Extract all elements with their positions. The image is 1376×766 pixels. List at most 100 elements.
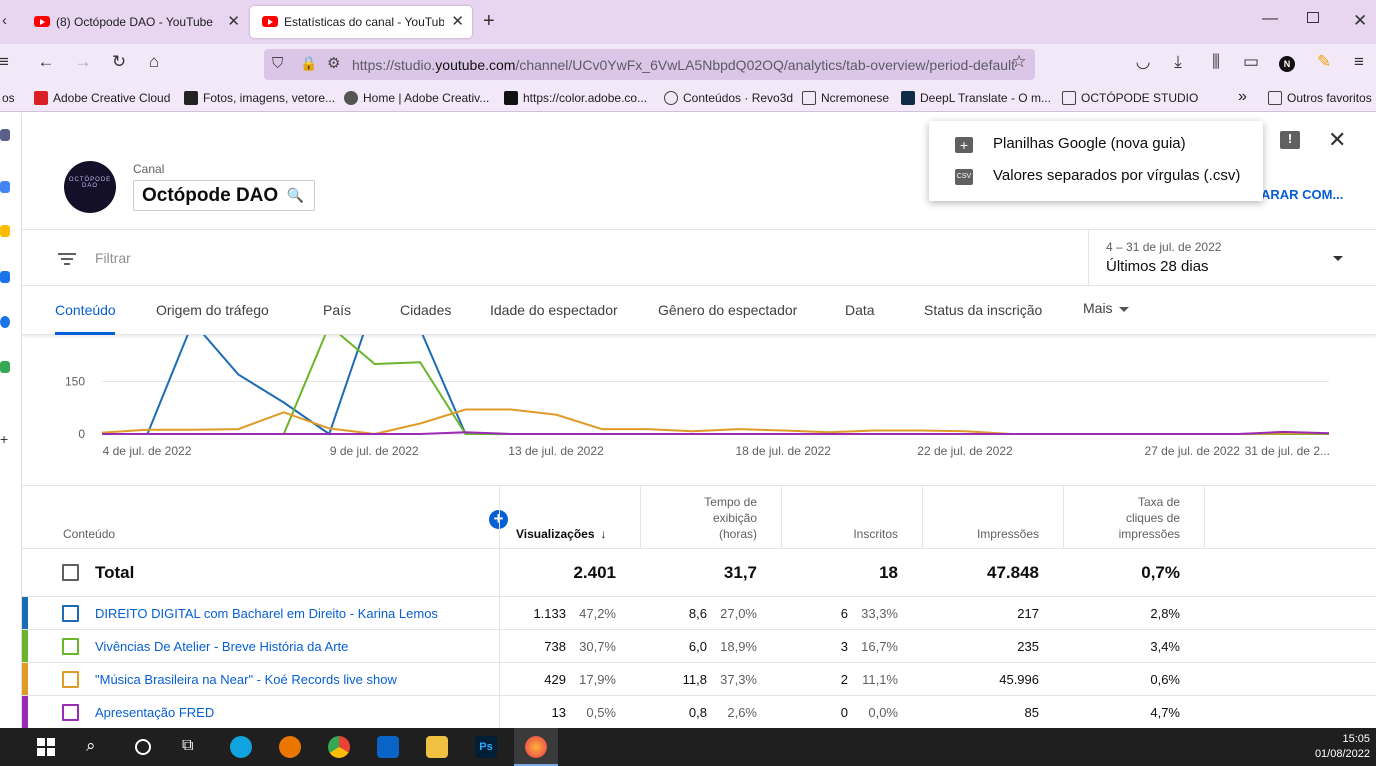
search-icon[interactable]: ⌕ <box>86 736 96 755</box>
channel-selector[interactable]: Octópode DAO 🔍 <box>133 180 315 211</box>
series-line-3[interactable] <box>102 430 1330 435</box>
rail-icon[interactable] <box>0 316 10 328</box>
permissions-icon[interactable]: ⚙ <box>327 55 341 72</box>
shield-icon[interactable]: ⛉ <box>272 55 284 72</box>
bookmark-star-icon[interactable]: ☆ <box>1011 52 1027 71</box>
photoshop-icon[interactable]: Ps <box>475 736 497 758</box>
close-icon[interactable]: ✕ <box>1328 127 1347 152</box>
cortana-icon[interactable] <box>135 739 151 755</box>
table-row[interactable]: Vivências De Atelier - Breve História da… <box>22 630 1376 663</box>
video-title-link[interactable]: "Música Brasileira na Near" - Koé Record… <box>95 672 397 687</box>
system-clock[interactable]: 15:05 01/08/2022 <box>1315 732 1370 762</box>
bookmark-item[interactable]: https://color.adobe.co... <box>504 91 647 105</box>
row-checkbox[interactable] <box>62 605 79 622</box>
bookmarks-overflow-icon[interactable]: » <box>1238 88 1247 105</box>
mail-icon[interactable] <box>377 736 399 758</box>
rail-icon[interactable] <box>0 129 10 141</box>
select-all-checkbox[interactable] <box>62 564 79 581</box>
tab-origem-trafego[interactable]: Origem do tráfego <box>156 302 269 318</box>
tab-data[interactable]: Data <box>845 302 875 318</box>
series-line-0[interactable] <box>102 335 1329 436</box>
table-row[interactable]: DIREITO DIGITAL com Bacharel em Direito … <box>22 597 1376 630</box>
pocket-icon[interactable]: ◡ <box>1135 52 1151 71</box>
bookmark-item[interactable]: Outros favoritos <box>1268 91 1372 105</box>
bookmark-item[interactable]: Ncremonese <box>802 91 889 105</box>
close-window-icon[interactable]: ✕ <box>1353 11 1368 30</box>
reload-icon[interactable]: ↻ <box>111 52 127 71</box>
bookmark-item[interactable]: OCTÓPODE STUDIO <box>1062 91 1198 105</box>
video-title-link[interactable]: Apresentação FRED <box>95 705 215 720</box>
header-subscribers[interactable]: Inscritos <box>853 527 898 541</box>
bookmark-overflow-left[interactable]: os <box>2 91 15 105</box>
firefox-active-slot[interactable] <box>514 728 558 766</box>
filter-input[interactable]: Filtrar <box>95 250 131 266</box>
close-tab-icon[interactable]: ✕ <box>227 13 240 30</box>
add-column-button[interactable]: + <box>489 510 508 529</box>
close-tab-icon[interactable]: ✕ <box>451 13 464 30</box>
header-views[interactable]: Visualizações ↓ <box>516 526 607 542</box>
back-icon[interactable]: ← <box>37 52 55 71</box>
row-checkbox[interactable] <box>62 638 79 655</box>
search-icon[interactable]: 🔍 <box>286 187 304 203</box>
tab-genero[interactable]: Gênero do espectador <box>658 302 798 318</box>
bookmark-item[interactable]: Fotos, imagens, vetore... <box>184 91 335 105</box>
chrome-icon[interactable] <box>328 736 350 758</box>
browser-tab-youtube[interactable]: (8) Octópode DAO - YouTube ✕ <box>22 6 248 38</box>
tab-pais[interactable]: País <box>323 302 352 318</box>
bookmark-item[interactable]: Adobe Creative Cloud <box>34 91 170 105</box>
date-range-selector[interactable]: 4 – 31 de jul. de 2022 Últimos 28 dias <box>1088 230 1376 286</box>
minimize-icon[interactable]: — <box>1262 10 1278 27</box>
table-row[interactable]: Apresentação FRED 13 0,5% 0,8 2,6% 0 0,0% 85 4,7… <box>22 696 1376 728</box>
bookmark-item[interactable]: DeepL Translate - O m... <box>901 91 1051 105</box>
tab-status-inscricao[interactable]: Status da inscrição <box>924 302 1043 318</box>
blender-icon[interactable] <box>279 736 301 758</box>
firefox-icon[interactable] <box>525 736 547 758</box>
tab-scroll-left-icon[interactable]: ‹ <box>2 12 7 29</box>
library-icon[interactable]: ⫼ <box>1212 52 1220 71</box>
browser-tab-analytics[interactable]: Estatísticas do canal - YouTube ✕ <box>250 6 472 38</box>
add-icon[interactable]: + <box>0 431 9 447</box>
export-google-sheets[interactable]: Planilhas Google (nova guia) <box>993 135 1186 152</box>
export-csv[interactable]: Valores separados por vírgulas (.csv) <box>993 167 1241 184</box>
sidebar-toggle-icon[interactable]: ▭ <box>1242 52 1260 71</box>
task-view-icon[interactable]: ⧉ <box>182 737 194 754</box>
tab-cidades[interactable]: Cidades <box>400 302 452 318</box>
rail-icon[interactable] <box>0 361 10 373</box>
header-content[interactable]: Conteúdo <box>63 527 116 541</box>
series-line-1[interactable] <box>102 335 1329 435</box>
table-row[interactable]: "Música Brasileira na Near" - Koé Record… <box>22 663 1376 696</box>
url-bar[interactable]: ⛉ 🔒 ⚙ https://studio. youtube.com/channel… <box>264 49 1035 80</box>
lock-icon[interactable]: 🔒 <box>300 55 318 71</box>
filter-icon[interactable] <box>58 250 76 268</box>
new-tab-icon[interactable]: + <box>483 10 495 32</box>
rail-icon[interactable] <box>0 181 10 193</box>
rail-icon[interactable] <box>0 225 10 237</box>
sidebar-menu-icon[interactable]: ≡ <box>0 52 9 71</box>
extension-icon[interactable]: ✎ <box>1316 52 1332 71</box>
bookmark-item[interactable]: Home | Adobe Creativ... <box>344 91 489 105</box>
home-icon[interactable]: ⌂ <box>148 52 160 71</box>
maximize-icon[interactable] <box>1307 12 1319 23</box>
file-explorer-icon[interactable] <box>426 736 448 758</box>
tab-conteudo[interactable]: Conteúdo <box>55 302 116 318</box>
rail-icon[interactable] <box>0 271 10 283</box>
windows-start-icon[interactable] <box>37 738 55 756</box>
tab-mais[interactable]: Mais <box>1083 300 1129 316</box>
app-menu-icon[interactable]: ≡ <box>1354 52 1364 71</box>
video-title-link[interactable]: Vivências De Atelier - Breve História da… <box>95 639 349 654</box>
subscribers-value: 3 <box>840 639 848 654</box>
row-checkbox[interactable] <box>62 704 79 721</box>
row-checkbox[interactable] <box>62 671 79 688</box>
bookmark-item[interactable]: Conteúdos · Revo3d <box>664 91 793 105</box>
feedback-icon[interactable]: ! <box>1280 131 1300 149</box>
account-avatar-icon[interactable]: N <box>1279 56 1295 72</box>
header-impressions[interactable]: Impressões <box>976 527 1039 541</box>
compare-button[interactable]: ARAR COM... <box>1261 187 1344 202</box>
tab-idade[interactable]: Idade do espectador <box>490 302 618 318</box>
edge-icon[interactable] <box>230 736 252 758</box>
header-watch-time[interactable]: Tempo de exibição (horas) <box>704 495 757 541</box>
forward-icon[interactable]: → <box>74 52 92 71</box>
video-title-link[interactable]: DIREITO DIGITAL com Bacharel em Direito … <box>95 606 438 621</box>
downloads-icon[interactable]: ⤓ <box>1174 52 1182 71</box>
header-ctr[interactable]: Taxa de cliques de impressões <box>1118 495 1180 541</box>
